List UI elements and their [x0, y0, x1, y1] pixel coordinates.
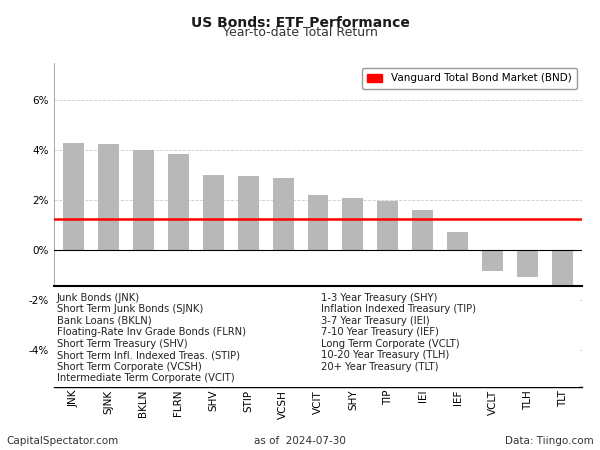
Bar	[167, 154, 188, 250]
Bar	[63, 143, 84, 250]
Text: Short Term Junk Bonds (SJNK): Short Term Junk Bonds (SJNK)	[57, 304, 203, 314]
Bar	[54, 286, 578, 387]
Text: as of  2024-07-30: as of 2024-07-30	[254, 436, 346, 446]
Bar	[517, 250, 538, 277]
Bar	[238, 176, 259, 250]
Bar	[133, 150, 154, 250]
Text: CapitalSpectator.com: CapitalSpectator.com	[6, 436, 118, 446]
Bar	[308, 195, 328, 250]
Text: 20+ Year Treasury (TLT): 20+ Year Treasury (TLT)	[321, 362, 439, 372]
Text: Short Term Corporate (VCSH): Short Term Corporate (VCSH)	[57, 362, 202, 372]
Bar	[552, 250, 573, 337]
Bar	[343, 198, 364, 250]
Text: Inflation Indexed Treasury (TIP): Inflation Indexed Treasury (TIP)	[321, 304, 476, 314]
Bar	[377, 201, 398, 250]
Text: Short Term Treasury (SHV): Short Term Treasury (SHV)	[57, 339, 188, 349]
Bar	[482, 250, 503, 271]
Text: 3-7 Year Treasury (IEI): 3-7 Year Treasury (IEI)	[321, 316, 430, 326]
Text: Intermediate Term Corporate (VCIT): Intermediate Term Corporate (VCIT)	[57, 373, 235, 383]
Text: 7-10 Year Treasury (IEF): 7-10 Year Treasury (IEF)	[321, 327, 439, 338]
Bar	[448, 233, 469, 250]
Text: Data: Tiingo.com: Data: Tiingo.com	[505, 436, 594, 446]
Bar	[98, 144, 119, 250]
Bar	[272, 178, 293, 250]
Legend: Vanguard Total Bond Market (BND): Vanguard Total Bond Market (BND)	[362, 68, 577, 89]
Text: 1-3 Year Treasury (SHY): 1-3 Year Treasury (SHY)	[321, 293, 437, 303]
Text: US Bonds: ETF Performance: US Bonds: ETF Performance	[191, 16, 409, 30]
Text: 10-20 Year Treasury (TLH): 10-20 Year Treasury (TLH)	[321, 350, 449, 360]
Bar	[203, 175, 224, 250]
Text: Junk Bonds (JNK): Junk Bonds (JNK)	[57, 293, 140, 303]
Text: Short Term Infl. Indexed Treas. (STIP): Short Term Infl. Indexed Treas. (STIP)	[57, 350, 240, 360]
Text: Long Term Corporate (VCLT): Long Term Corporate (VCLT)	[321, 339, 460, 349]
Text: Bank Loans (BKLN): Bank Loans (BKLN)	[57, 316, 152, 326]
Text: Floating-Rate Inv Grade Bonds (FLRN): Floating-Rate Inv Grade Bonds (FLRN)	[57, 327, 246, 338]
Bar	[412, 210, 433, 250]
Text: Year-to-date Total Return: Year-to-date Total Return	[223, 26, 377, 39]
